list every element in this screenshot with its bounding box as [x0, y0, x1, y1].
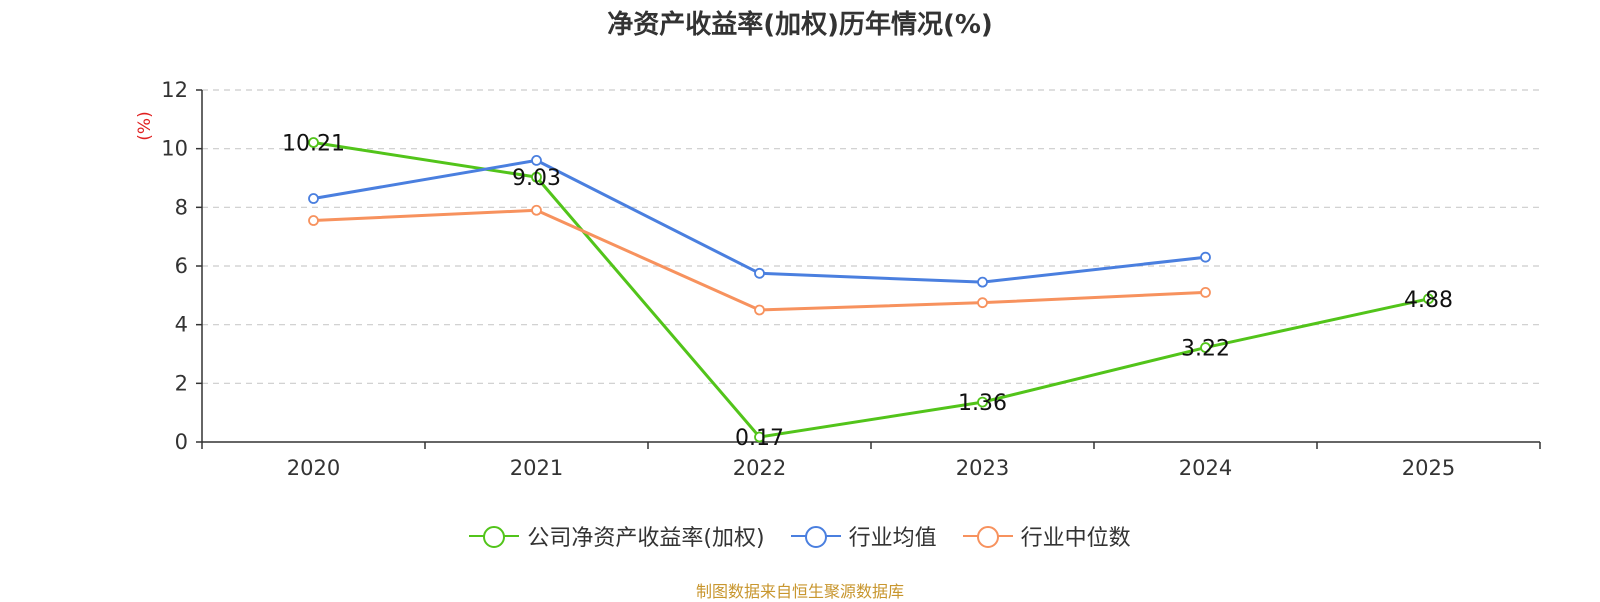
y-tick-label: 2: [175, 371, 188, 395]
series-line-1: [313, 158, 1206, 284]
data-label: 1.36: [958, 391, 1007, 416]
data-point: [977, 276, 988, 288]
x-tick-label: 2020: [287, 456, 340, 480]
data-point: [754, 431, 765, 443]
x-tick-label: 2024: [1179, 456, 1232, 480]
data-point: [308, 137, 319, 148]
legend-swatch-industry-mean: [790, 526, 841, 548]
legend-item-industry-median[interactable]: 行业中位数: [962, 520, 1131, 552]
data-point: [308, 215, 319, 226]
data-source-note: 制图数据来自恒生聚源数据库: [695, 582, 904, 601]
legend-swatch-company: [469, 526, 520, 548]
data-label: 9.03: [512, 166, 561, 191]
grid-lines: [202, 89, 1540, 384]
data-point: [1200, 286, 1211, 298]
data-point: [754, 267, 765, 279]
y-tick-label: 4: [175, 313, 188, 337]
data-point: [1200, 342, 1211, 353]
legend: 公司净资产收益率(加权) 行业均值 行业中位数: [0, 520, 1600, 552]
y-tick-label: 12: [161, 78, 188, 102]
y-tick-label: 8: [175, 195, 188, 219]
data-label: 3.22: [1181, 337, 1230, 362]
data-point: [531, 204, 542, 216]
y-axis-label: (%): [135, 111, 155, 140]
data-label: 4.88: [1404, 288, 1453, 313]
series-lines: [308, 137, 1434, 443]
y-tick-label: 6: [175, 254, 188, 278]
axes: 0 2 4 6 8 10 12 (%) 2020 2021 2022 2023 2024 2025: [135, 78, 1541, 480]
y-tick-label: 0: [175, 430, 188, 454]
series-line-2: [313, 208, 1206, 312]
x-tick-label: 2021: [510, 456, 563, 480]
legend-item-industry-mean[interactable]: 行业均值: [790, 520, 937, 552]
data-point: [1423, 293, 1434, 305]
data-point: [977, 396, 988, 408]
legend-label-company: 公司净资产收益率(加权): [527, 526, 765, 551]
chart-title: 净资产收益率(加权)历年情况(%): [607, 10, 993, 40]
data-point: [1200, 251, 1211, 263]
legend-label-industry-mean: 行业均值: [848, 526, 937, 551]
data-labels: 10.21 9.03 0.17 1.36 3.22 4.88: [282, 132, 1453, 452]
x-tick-label: 2023: [956, 456, 1009, 480]
data-label: 0.17: [735, 426, 784, 451]
legend-label-industry-median: 行业中位数: [1020, 526, 1131, 551]
x-tick-label: 2025: [1402, 456, 1455, 480]
legend-swatch-industry-median: [962, 526, 1013, 548]
data-point: [977, 297, 988, 309]
x-tick-label: 2022: [733, 456, 786, 480]
data-point: [531, 171, 542, 183]
data-point: [531, 154, 542, 166]
series-line-0: [313, 141, 1429, 439]
data-label: 10.21: [282, 132, 345, 157]
data-point: [754, 304, 765, 316]
legend-item-company[interactable]: 公司净资产收益率(加权): [469, 520, 765, 552]
data-point: [308, 193, 319, 204]
y-tick-label: 10: [161, 137, 188, 161]
